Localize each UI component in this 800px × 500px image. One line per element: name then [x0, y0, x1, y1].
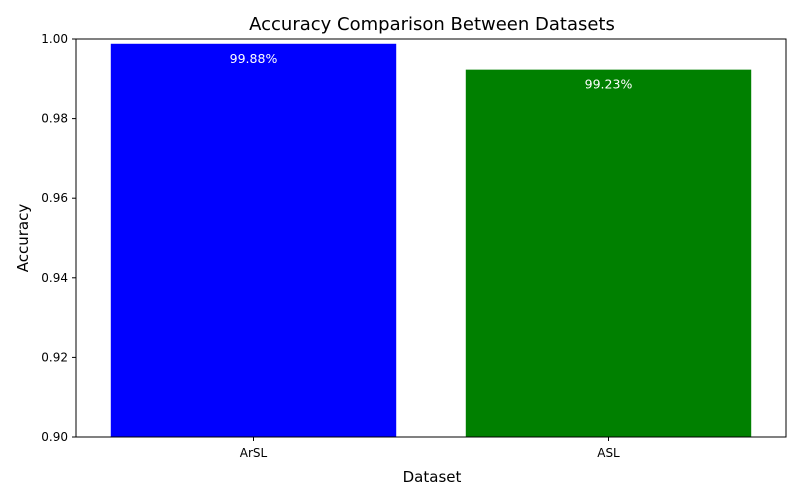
y-tick-label: 0.90 [41, 430, 68, 444]
y-tick-label: 0.96 [41, 191, 68, 205]
x-tick-label-arsl: ArSL [240, 446, 268, 460]
bar-asl [465, 69, 752, 438]
y-tick-label: 1.00 [41, 32, 68, 46]
y-tick-label: 0.98 [41, 112, 68, 126]
x-axis: ArSL ASL [240, 437, 620, 460]
data-label-arsl: 99.88% [230, 51, 278, 66]
bar-arsl [110, 43, 397, 437]
plot-area: 99.88% 99.23% [75, 38, 787, 438]
x-tick-label-asl: ASL [597, 446, 620, 460]
y-tick-label: 0.94 [41, 271, 68, 285]
chart-title: Accuracy Comparison Between Datasets [249, 14, 615, 35]
y-axis: 0.90 0.92 0.94 0.96 0.98 1.00 [41, 32, 76, 444]
x-axis-label: Dataset [403, 468, 462, 486]
axes-frame [75, 38, 787, 438]
y-tick-label: 0.92 [41, 350, 68, 364]
y-axis-label: Accuracy [14, 204, 32, 273]
data-label-asl: 99.23% [585, 77, 633, 92]
bars-layer [110, 43, 752, 438]
data-labels-layer: 99.88% 99.23% [230, 51, 633, 92]
